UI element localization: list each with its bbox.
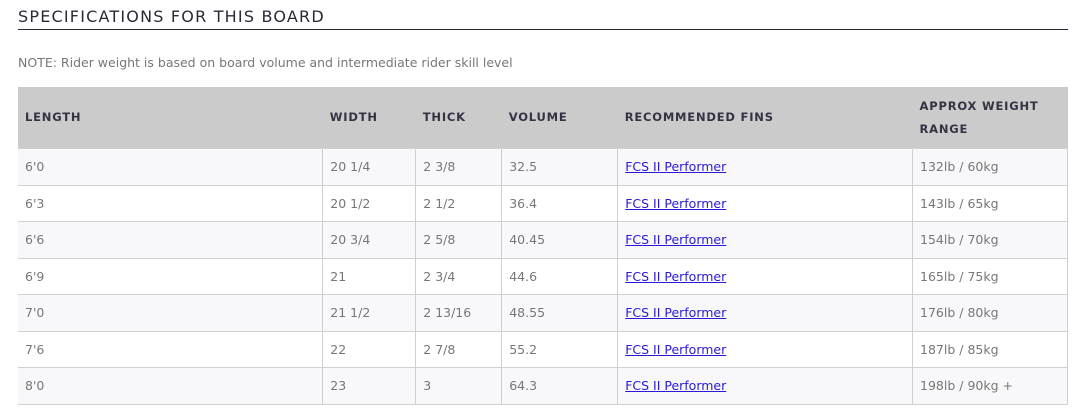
fins-link[interactable]: FCS II Performer bbox=[625, 341, 727, 357]
table-cell: 8'0 bbox=[18, 367, 324, 405]
column-header: APPROX WEIGHT RANGE bbox=[912, 87, 1068, 149]
table-cell: 2 5/8 bbox=[415, 221, 503, 259]
table-cell: 176lb / 80kg bbox=[912, 294, 1068, 332]
table-row: 7'6 22 2 7/8 55.2 FCS II Performer 187lb / 85… bbox=[18, 330, 1068, 368]
table-cell: 36.4 bbox=[501, 184, 619, 222]
table-cell: 6'0 bbox=[18, 148, 324, 186]
fins-link[interactable]: FCS II Performer bbox=[625, 195, 727, 211]
column-header: WIDTH bbox=[322, 87, 416, 149]
table-cell: 6'9 bbox=[18, 257, 324, 295]
table-cell: 154lb / 70kg bbox=[912, 221, 1068, 259]
table-cell: 20 1/2 bbox=[322, 184, 417, 222]
table-cell: 32.5 bbox=[501, 148, 619, 186]
table-cell: 21 bbox=[322, 257, 417, 295]
fins-link[interactable]: FCS II Performer bbox=[625, 159, 727, 175]
table-cell: FCS II Performer bbox=[617, 221, 914, 259]
table-cell: 20 1/4 bbox=[322, 148, 417, 186]
table-cell: FCS II Performer bbox=[617, 184, 914, 222]
fins-link[interactable]: FCS II Performer bbox=[625, 232, 727, 248]
column-header: RECOMMENDED FINS bbox=[617, 87, 913, 149]
table-cell: 44.6 bbox=[501, 257, 619, 295]
table-cell: 7'6 bbox=[18, 330, 324, 368]
table-cell: 187lb / 85kg bbox=[912, 330, 1068, 368]
section-title: SPECIFICATIONS FOR THIS BOARD bbox=[18, 7, 325, 26]
table-cell: 6'6 bbox=[18, 221, 324, 259]
table-row: 6'0 20 1/4 2 3/8 32.5 FCS II Performer 132lb … bbox=[18, 148, 1068, 186]
table-cell: 23 bbox=[322, 367, 417, 405]
table-cell: 2 7/8 bbox=[415, 330, 503, 368]
column-header: VOLUME bbox=[501, 87, 618, 149]
column-header: THICK bbox=[415, 87, 502, 149]
table-row: 7'0 21 1/2 2 13/16 48.55 FCS II Performer 176… bbox=[18, 294, 1068, 332]
rider-weight-note: NOTE: Rider weight is based on board vol… bbox=[18, 55, 513, 70]
table-cell: 21 1/2 bbox=[322, 294, 417, 332]
table-cell: 40.45 bbox=[501, 221, 619, 259]
table-cell: 48.55 bbox=[501, 294, 619, 332]
fins-link[interactable]: FCS II Performer bbox=[625, 305, 727, 321]
table-cell: 2 13/16 bbox=[415, 294, 503, 332]
title-divider bbox=[18, 29, 1068, 30]
table-cell: 6'3 bbox=[18, 184, 324, 222]
table-cell: 3 bbox=[415, 367, 503, 405]
table-cell: 22 bbox=[322, 330, 417, 368]
table-cell: 132lb / 60kg bbox=[912, 148, 1068, 186]
fins-link[interactable]: FCS II Performer bbox=[625, 268, 727, 284]
table-cell: FCS II Performer bbox=[617, 257, 914, 295]
table-cell: FCS II Performer bbox=[617, 294, 914, 332]
table-cell: 165lb / 75kg bbox=[912, 257, 1068, 295]
table-cell: 2 1/2 bbox=[415, 184, 503, 222]
table-cell: 7'0 bbox=[18, 294, 324, 332]
table-row: 6'9 21 2 3/4 44.6 FCS II Performer 165lb / 75… bbox=[18, 257, 1068, 295]
table-row: 8'0 23 3 64.3 FCS II Performer 198lb / 90kg + bbox=[18, 367, 1068, 405]
table-cell: FCS II Performer bbox=[617, 330, 914, 368]
table-cell: FCS II Performer bbox=[617, 148, 914, 186]
table-cell: 198lb / 90kg + bbox=[912, 367, 1068, 405]
table-cell: 64.3 bbox=[501, 367, 619, 405]
table-cell: 55.2 bbox=[501, 330, 619, 368]
column-header: LENGTH bbox=[18, 87, 323, 149]
table-header-row: LENGTH WIDTH THICK VOLUME RECOMMENDED FINS AP… bbox=[18, 87, 1068, 149]
table-cell: 20 3/4 bbox=[322, 221, 417, 259]
fins-link[interactable]: FCS II Performer bbox=[625, 378, 727, 394]
table-cell: 2 3/8 bbox=[415, 148, 503, 186]
table-cell: 2 3/4 bbox=[415, 257, 503, 295]
table-cell: 143lb / 65kg bbox=[912, 184, 1068, 222]
table-cell: FCS II Performer bbox=[617, 367, 914, 405]
specs-table: LENGTH WIDTH THICK VOLUME RECOMMENDED FINS AP… bbox=[18, 87, 1068, 405]
table-row: 6'6 20 3/4 2 5/8 40.45 FCS II Performer 154lb… bbox=[18, 221, 1068, 259]
table-row: 6'3 20 1/2 2 1/2 36.4 FCS II Performer 143lb … bbox=[18, 184, 1068, 222]
